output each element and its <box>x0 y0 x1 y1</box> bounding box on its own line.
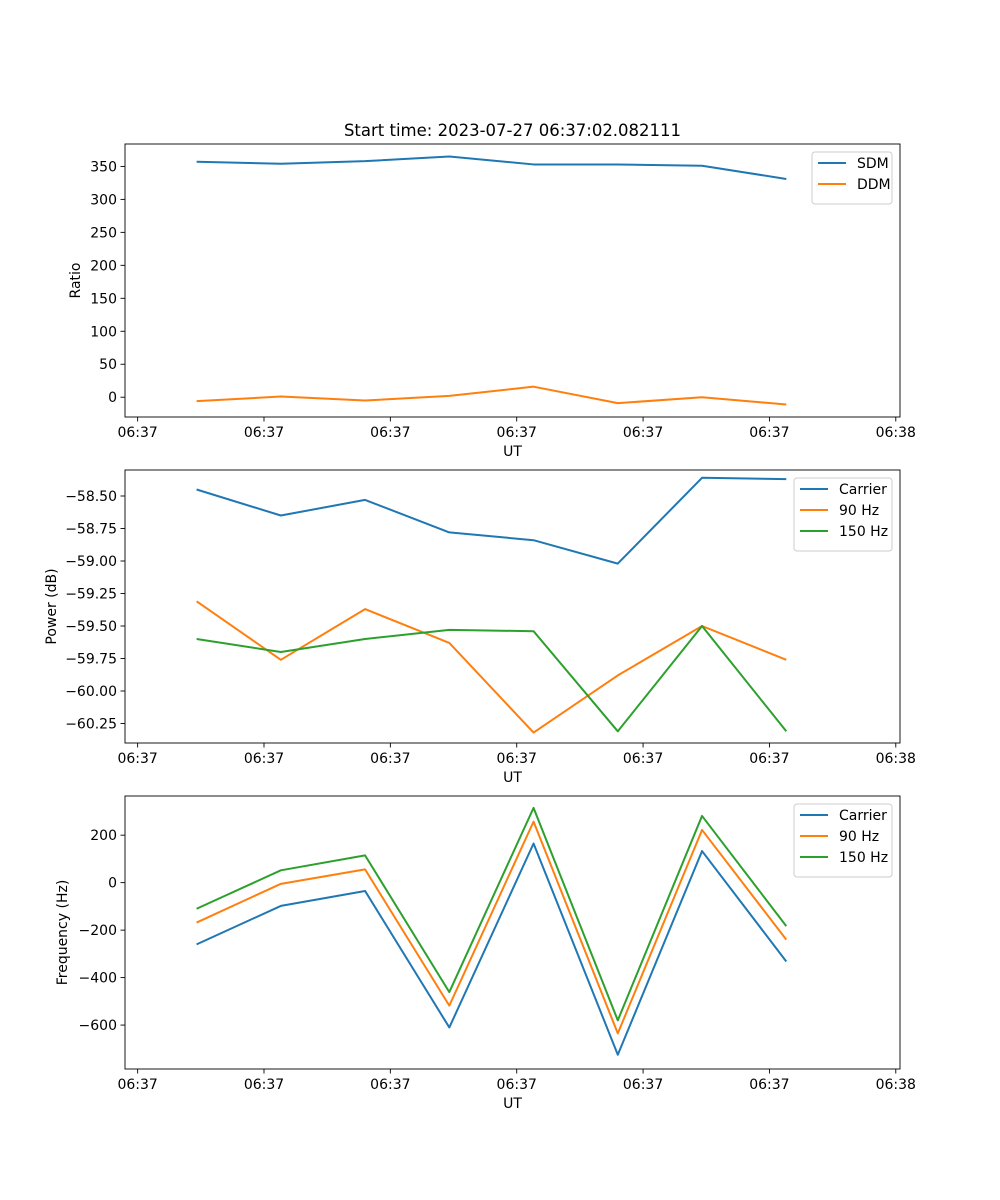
ratio-x-tick-label: 06:37 <box>117 425 157 441</box>
power-x-tick-label: 06:37 <box>623 751 663 767</box>
power-y-tick-label: −59.25 <box>65 587 117 603</box>
frequency-series-line-carrier <box>196 842 788 1056</box>
power-x-tick-label: 06:37 <box>749 751 789 767</box>
frequency-series-line-90-hz <box>196 820 788 1035</box>
power-legend-label-carrier: Carrier <box>839 482 887 498</box>
frequency-y-axis-label: Frequency (Hz) <box>55 880 71 986</box>
frequency-x-tick-label: 06:37 <box>370 1077 410 1093</box>
power-x-tick-label: 06:37 <box>370 751 410 767</box>
frequency-axes-frame <box>124 795 901 1070</box>
frequency-x-tick-label: 06:37 <box>244 1077 284 1093</box>
ratio-x-axis-label: UT <box>503 444 522 460</box>
frequency-y-tick-label: −400 <box>79 971 117 987</box>
power-x-axis-label: UT <box>503 770 522 786</box>
power-y-tick-label: −58.75 <box>65 522 117 538</box>
power-series-line-150-hz <box>196 625 788 733</box>
power-legend-label-90-hz: 90 Hz <box>839 503 879 519</box>
power-x-tick-label: 06:37 <box>244 751 284 767</box>
frequency-y-tick-label: −200 <box>79 923 117 939</box>
ratio-y-tick-label: 50 <box>99 357 117 373</box>
frequency-legend-label-carrier: Carrier <box>839 808 887 824</box>
ratio-x-tick-label: 06:37 <box>497 425 537 441</box>
frequency-plot-area: 06:37 06:37 06:37 06:37 06:37 06:37 06:38 200 0 −… <box>79 795 916 1093</box>
frequency-y-tick-label: −600 <box>79 1018 117 1034</box>
power-y-axis-label: Power (dB) <box>44 568 60 644</box>
frequency-y-tick-label: 0 <box>108 876 117 892</box>
frequency-legend-label-90-hz: 90 Hz <box>839 829 879 845</box>
frequency-legend-label-150-hz: 150 Hz <box>839 850 888 866</box>
frequency-panel: 06:37 06:37 06:37 06:37 06:37 06:37 06:38 200 0 −… <box>55 795 916 1112</box>
power-y-tick-label: −59.75 <box>65 652 117 668</box>
ratio-y-tick-label: 150 <box>90 291 117 307</box>
ratio-legend-label-sdm: SDM <box>857 156 889 172</box>
frequency-x-tick-label: 06:37 <box>623 1077 663 1093</box>
frequency-series-line-150-hz <box>196 806 788 1022</box>
power-x-tick-label: 06:38 <box>876 751 916 767</box>
power-x-tick-label: 06:37 <box>497 751 537 767</box>
power-series-line-carrier <box>196 476 787 565</box>
power-y-tick-label: −60.25 <box>65 717 117 733</box>
power-axes-frame <box>124 469 901 744</box>
ratio-y-axis-label: Ratio <box>68 263 84 299</box>
power-y-tick-label: −59.50 <box>65 619 117 635</box>
frequency-x-tick-label: 06:37 <box>497 1077 537 1093</box>
frequency-x-tick-label: 06:37 <box>117 1077 157 1093</box>
power-panel: 06:37 06:37 06:37 06:37 06:37 06:37 06:38 −58.5… <box>44 469 916 786</box>
power-legend <box>793 477 893 552</box>
ratio-x-tick-label: 06:37 <box>623 425 663 441</box>
power-y-tick-label: −60.00 <box>65 684 117 700</box>
frequency-x-axis-label: UT <box>503 1096 522 1112</box>
frequency-x-tick-label: 06:38 <box>876 1077 916 1093</box>
ratio-series-line-sdm <box>196 155 787 180</box>
power-plot-area: 06:37 06:37 06:37 06:37 06:37 06:37 06:38 −58.5… <box>65 469 916 767</box>
frequency-y-tick-label: 200 <box>90 828 117 844</box>
ratio-legend-label-ddm: DDM <box>857 177 891 193</box>
ratio-x-tick-label: 06:37 <box>244 425 284 441</box>
frequency-x-tick-label: 06:37 <box>749 1077 789 1093</box>
figure-title: Start time: 2023-07-27 06:37:02.082111 <box>344 121 681 140</box>
power-x-tick-label: 06:37 <box>117 751 157 767</box>
ratio-y-tick-label: 250 <box>90 225 117 241</box>
ratio-plot-area: 06:37 06:37 06:37 06:37 06:37 06:37 06:38 0 50 10… <box>90 143 916 441</box>
ratio-y-tick-label: 300 <box>90 192 117 208</box>
ratio-legend <box>811 151 893 205</box>
power-series-line-90-hz <box>196 600 787 734</box>
ratio-series-line-ddm <box>196 385 787 406</box>
ratio-x-tick-label: 06:37 <box>370 425 410 441</box>
power-legend-label-150-hz: 150 Hz <box>839 524 888 540</box>
frequency-legend <box>793 803 893 878</box>
ratio-y-tick-label: 100 <box>90 324 117 340</box>
ratio-y-tick-label: 0 <box>108 390 117 406</box>
ratio-y-tick-label: 350 <box>90 159 117 175</box>
power-y-tick-label: −58.50 <box>65 489 117 505</box>
ratio-x-tick-label: 06:37 <box>749 425 789 441</box>
ratio-y-tick-label: 200 <box>90 258 117 274</box>
power-y-tick-label: −59.00 <box>65 554 117 570</box>
ratio-x-tick-label: 06:38 <box>876 425 916 441</box>
ratio-panel: 06:37 06:37 06:37 06:37 06:37 06:37 06:38 0 50 10… <box>68 143 916 460</box>
ratio-axes-frame <box>124 143 901 418</box>
